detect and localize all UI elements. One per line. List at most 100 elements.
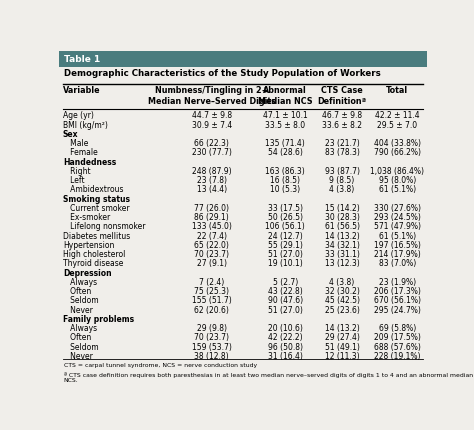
Text: 33 (31.1): 33 (31.1) bbox=[325, 249, 360, 258]
Text: 12 (11.3): 12 (11.3) bbox=[325, 351, 359, 360]
Text: 1,038 (86.4%): 1,038 (86.4%) bbox=[370, 166, 424, 175]
Text: Left: Left bbox=[63, 176, 84, 185]
Text: 50 (26.5): 50 (26.5) bbox=[268, 213, 303, 221]
Text: 24 (12.7): 24 (12.7) bbox=[268, 231, 302, 240]
Text: 38 (12.8): 38 (12.8) bbox=[194, 351, 229, 360]
Text: 293 (24.5%): 293 (24.5%) bbox=[374, 213, 420, 221]
Text: 34 (32.1): 34 (32.1) bbox=[325, 240, 360, 249]
Text: 16 (8.5): 16 (8.5) bbox=[270, 176, 300, 185]
Text: 75 (25.3): 75 (25.3) bbox=[194, 286, 229, 295]
Text: Often: Often bbox=[63, 286, 91, 295]
Text: 69 (5.8%): 69 (5.8%) bbox=[379, 323, 416, 332]
Text: 197 (16.5%): 197 (16.5%) bbox=[374, 240, 420, 249]
Text: Seldom: Seldom bbox=[63, 342, 99, 351]
Text: 209 (17.5%): 209 (17.5%) bbox=[374, 332, 420, 341]
Text: 29 (9.8): 29 (9.8) bbox=[197, 323, 227, 332]
Text: 9 (8.5): 9 (8.5) bbox=[329, 176, 355, 185]
Text: Current smoker: Current smoker bbox=[63, 203, 129, 212]
Text: 7 (2.4): 7 (2.4) bbox=[199, 277, 224, 286]
Text: 25 (23.6): 25 (23.6) bbox=[325, 305, 360, 314]
Text: 14 (13.2): 14 (13.2) bbox=[325, 323, 359, 332]
Text: 43 (22.8): 43 (22.8) bbox=[268, 286, 302, 295]
Text: 13 (4.4): 13 (4.4) bbox=[197, 185, 227, 194]
Text: 33.5 ± 8.0: 33.5 ± 8.0 bbox=[265, 120, 305, 129]
Text: 77 (26.0): 77 (26.0) bbox=[194, 203, 229, 212]
Text: 14 (13.2): 14 (13.2) bbox=[325, 231, 359, 240]
Text: Never: Never bbox=[63, 305, 93, 314]
Text: CTS Case
Definitionª: CTS Case Definitionª bbox=[318, 86, 367, 105]
Text: 61 (5.1%): 61 (5.1%) bbox=[379, 185, 416, 194]
Text: 86 (29.1): 86 (29.1) bbox=[194, 213, 229, 221]
Text: CTS = carpal tunnel syndrome, NCS = nerve conduction study: CTS = carpal tunnel syndrome, NCS = nerv… bbox=[64, 362, 257, 367]
Text: 206 (17.3%): 206 (17.3%) bbox=[374, 286, 420, 295]
Text: 155 (51.7): 155 (51.7) bbox=[192, 296, 232, 304]
Text: 42.2 ± 11.4: 42.2 ± 11.4 bbox=[375, 111, 419, 120]
Text: 22 (7.4): 22 (7.4) bbox=[197, 231, 227, 240]
Text: 163 (86.3): 163 (86.3) bbox=[265, 166, 305, 175]
Text: BMI (kg/m²): BMI (kg/m²) bbox=[63, 120, 108, 129]
Text: 32 (30.2): 32 (30.2) bbox=[325, 286, 360, 295]
Text: 33 (17.5): 33 (17.5) bbox=[268, 203, 303, 212]
Text: 159 (53.7): 159 (53.7) bbox=[192, 342, 232, 351]
Text: 15 (14.2): 15 (14.2) bbox=[325, 203, 359, 212]
Text: Sex: Sex bbox=[63, 129, 78, 138]
Text: 70 (23.7): 70 (23.7) bbox=[194, 332, 229, 341]
Text: 19 (10.1): 19 (10.1) bbox=[268, 259, 302, 268]
Text: 214 (17.9%): 214 (17.9%) bbox=[374, 249, 420, 258]
Text: 135 (71.4): 135 (71.4) bbox=[265, 139, 305, 148]
Text: Numbness/Tingling in 2+
Median Nerve–Served Digits: Numbness/Tingling in 2+ Median Nerve–Ser… bbox=[148, 86, 276, 105]
Text: 330 (27.6%): 330 (27.6%) bbox=[374, 203, 421, 212]
Text: 27 (9.1): 27 (9.1) bbox=[197, 259, 227, 268]
Text: Diabetes mellitus: Diabetes mellitus bbox=[63, 231, 130, 240]
Text: 23 (21.7): 23 (21.7) bbox=[325, 139, 359, 148]
Text: 13 (12.3): 13 (12.3) bbox=[325, 259, 359, 268]
Text: 65 (22.0): 65 (22.0) bbox=[194, 240, 229, 249]
Text: 688 (57.6%): 688 (57.6%) bbox=[374, 342, 420, 351]
Text: Variable: Variable bbox=[63, 86, 100, 95]
Text: 230 (77.7): 230 (77.7) bbox=[192, 148, 232, 157]
Text: 790 (66.2%): 790 (66.2%) bbox=[374, 148, 421, 157]
Text: 23 (7.8): 23 (7.8) bbox=[197, 176, 227, 185]
Text: Right: Right bbox=[63, 166, 91, 175]
Text: Seldom: Seldom bbox=[63, 296, 99, 304]
Text: 670 (56.1%): 670 (56.1%) bbox=[374, 296, 421, 304]
Text: Lifelong nonsmoker: Lifelong nonsmoker bbox=[63, 222, 146, 231]
Text: 95 (8.0%): 95 (8.0%) bbox=[379, 176, 416, 185]
Text: 51 (27.0): 51 (27.0) bbox=[268, 249, 302, 258]
Text: 5 (2.7): 5 (2.7) bbox=[273, 277, 298, 286]
Text: Always: Always bbox=[63, 277, 97, 286]
Text: 31 (16.4): 31 (16.4) bbox=[268, 351, 302, 360]
Text: 42 (22.2): 42 (22.2) bbox=[268, 332, 302, 341]
Text: 61 (56.5): 61 (56.5) bbox=[325, 222, 360, 231]
Text: ª CTS case definition requires both paresthesias in at least two median nerve–se: ª CTS case definition requires both pare… bbox=[64, 371, 473, 383]
Text: Male: Male bbox=[63, 139, 88, 148]
Text: 46.7 ± 9.8: 46.7 ± 9.8 bbox=[322, 111, 362, 120]
Text: High cholesterol: High cholesterol bbox=[63, 249, 125, 258]
Text: Often: Often bbox=[63, 332, 91, 341]
Text: 248 (87.9): 248 (87.9) bbox=[192, 166, 231, 175]
Text: 133 (45.0): 133 (45.0) bbox=[192, 222, 232, 231]
Text: 83 (78.3): 83 (78.3) bbox=[325, 148, 360, 157]
Text: Thyroid disease: Thyroid disease bbox=[63, 259, 123, 268]
Text: 29 (27.4): 29 (27.4) bbox=[325, 332, 360, 341]
Text: 33.6 ± 8.2: 33.6 ± 8.2 bbox=[322, 120, 362, 129]
Text: 45 (42.5): 45 (42.5) bbox=[325, 296, 360, 304]
Text: Depression: Depression bbox=[63, 268, 111, 277]
Text: 51 (49.1): 51 (49.1) bbox=[325, 342, 360, 351]
Text: 44.7 ± 9.8: 44.7 ± 9.8 bbox=[191, 111, 232, 120]
Text: 62 (20.6): 62 (20.6) bbox=[194, 305, 229, 314]
Text: 96 (50.8): 96 (50.8) bbox=[268, 342, 303, 351]
Text: Age (yr): Age (yr) bbox=[63, 111, 94, 120]
Text: Family problems: Family problems bbox=[63, 314, 134, 323]
Text: 228 (19.1%): 228 (19.1%) bbox=[374, 351, 420, 360]
Text: 61 (5.1%): 61 (5.1%) bbox=[379, 231, 416, 240]
Text: 29.5 ± 7.0: 29.5 ± 7.0 bbox=[377, 120, 417, 129]
Text: 106 (56.1): 106 (56.1) bbox=[265, 222, 305, 231]
Text: Demographic Characteristics of the Study Population of Workers: Demographic Characteristics of the Study… bbox=[64, 69, 381, 78]
Text: 295 (24.7%): 295 (24.7%) bbox=[374, 305, 420, 314]
Text: Ex-smoker: Ex-smoker bbox=[63, 213, 110, 221]
Text: 404 (33.8%): 404 (33.8%) bbox=[374, 139, 421, 148]
Text: Hypertension: Hypertension bbox=[63, 240, 114, 249]
Text: 20 (10.6): 20 (10.6) bbox=[268, 323, 302, 332]
Text: 54 (28.6): 54 (28.6) bbox=[268, 148, 302, 157]
